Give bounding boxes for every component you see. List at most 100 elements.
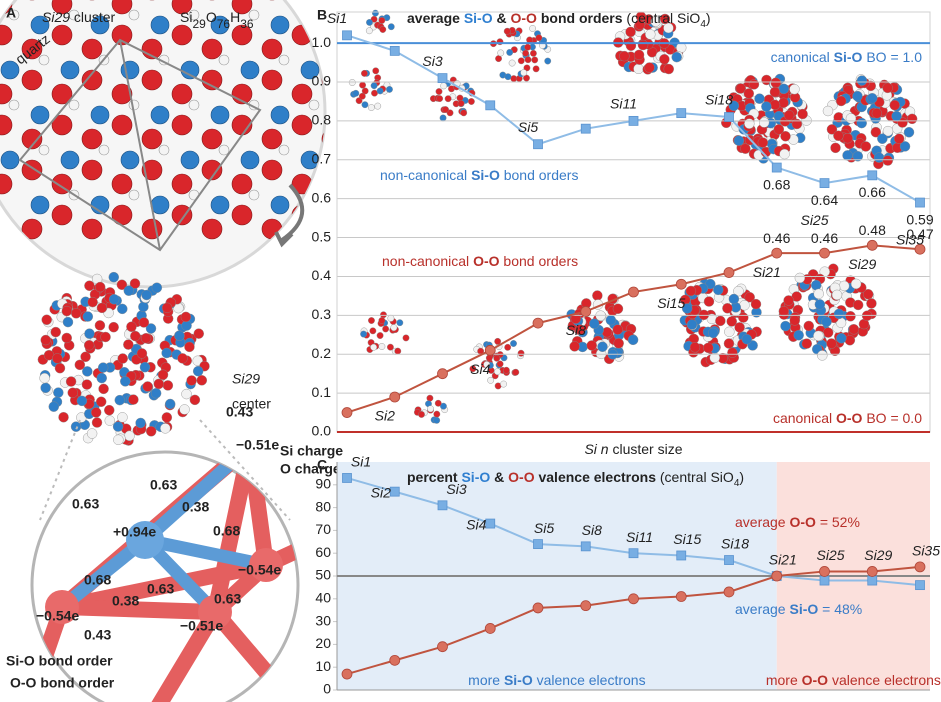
atom — [38, 144, 50, 156]
y-tick-label: 90 — [315, 476, 331, 492]
o-o-bond-order: 0.63 — [72, 496, 99, 512]
value-label: 0.48 — [859, 222, 886, 238]
atom — [504, 343, 512, 351]
annotation-part: non-canonical — [380, 167, 471, 183]
cluster-images — [348, 9, 918, 424]
atom — [128, 189, 140, 201]
chart-title-part: O-O — [511, 10, 538, 26]
atom — [644, 62, 655, 73]
atom — [96, 302, 108, 314]
atom — [722, 303, 733, 314]
atom — [382, 129, 402, 149]
y-tick-label: 0.0 — [312, 423, 332, 439]
category-label: Si1 — [351, 454, 371, 470]
category-label: Si18 — [721, 536, 749, 552]
atom — [165, 398, 176, 410]
atom — [903, 127, 915, 138]
atom — [111, 173, 133, 195]
atom — [848, 324, 860, 335]
atom — [8, 9, 20, 21]
atom — [574, 324, 586, 335]
region-label-part: valence electrons — [828, 672, 941, 688]
atom — [472, 205, 492, 225]
atom — [270, 15, 290, 35]
atom — [523, 64, 531, 72]
si-o-bond-order: 0.63 — [150, 477, 177, 493]
atom — [778, 305, 790, 317]
annotation-part: average — [735, 514, 789, 530]
atom — [352, 205, 372, 225]
atom — [374, 102, 382, 110]
atom — [382, 325, 390, 333]
atom — [502, 366, 510, 374]
atom — [81, 128, 103, 150]
marker — [437, 368, 448, 380]
chart-title-part: 4 — [734, 478, 740, 489]
atom — [21, 38, 43, 60]
atom — [467, 98, 475, 105]
atom — [210, 195, 230, 215]
marker — [675, 591, 687, 602]
atom — [813, 330, 824, 342]
atom — [81, 38, 103, 60]
category-label: Si25 — [816, 547, 844, 563]
atom — [508, 59, 516, 67]
atom — [0, 150, 20, 170]
atom — [91, 417, 103, 428]
atom — [402, 334, 410, 342]
atom — [734, 322, 745, 333]
atom — [189, 394, 201, 406]
marker — [867, 575, 878, 586]
category-label: Si11 — [610, 96, 637, 112]
atom — [104, 415, 116, 426]
atom — [361, 87, 369, 95]
category-label: Si11 — [626, 529, 653, 545]
atom — [21, 218, 43, 240]
atom — [157, 369, 169, 380]
atom — [503, 27, 511, 35]
atom — [442, 106, 449, 113]
atom — [184, 341, 195, 353]
marker — [532, 602, 544, 614]
atom — [856, 75, 868, 86]
category-label: Si2 — [371, 484, 391, 500]
atom — [124, 430, 135, 441]
atom — [0, 114, 13, 136]
atom — [862, 289, 874, 300]
marker — [628, 593, 639, 605]
chart-title-part: 4 — [700, 19, 706, 30]
atom — [663, 63, 674, 75]
atom — [112, 421, 124, 432]
atom — [619, 50, 630, 62]
reference-label-part: canonical — [771, 49, 834, 65]
chart-title-part: (central SiO — [626, 10, 700, 26]
atom — [783, 110, 795, 121]
formula-part: 36 — [240, 17, 254, 31]
atom — [866, 298, 877, 309]
marker — [533, 539, 543, 549]
chart-title-part: & — [493, 10, 511, 26]
x-axis-label: Si n cluster size — [584, 441, 682, 457]
atom — [860, 141, 872, 152]
cluster-title: Si29 cluster — [42, 9, 115, 25]
category-label: Si8 — [566, 322, 586, 338]
o-o-bond-order: 0.38 — [112, 593, 139, 609]
atom — [177, 353, 188, 364]
atom — [369, 327, 377, 335]
formula-part: Si — [180, 9, 192, 25]
charge-legend: O charge — [280, 461, 341, 477]
chart-title: average Si-O & O-O bond orders (central … — [407, 10, 711, 30]
y-tick-label: 0.3 — [312, 306, 332, 322]
atom — [162, 380, 174, 391]
atom — [123, 285, 135, 296]
atom — [852, 90, 863, 102]
atom — [457, 100, 465, 107]
atom — [893, 133, 905, 144]
atom — [54, 362, 66, 374]
atom — [74, 359, 86, 371]
formula-part: H — [230, 9, 240, 25]
atom — [135, 417, 146, 429]
atom — [51, 173, 73, 195]
chart-title-part: Si-O — [461, 469, 490, 485]
